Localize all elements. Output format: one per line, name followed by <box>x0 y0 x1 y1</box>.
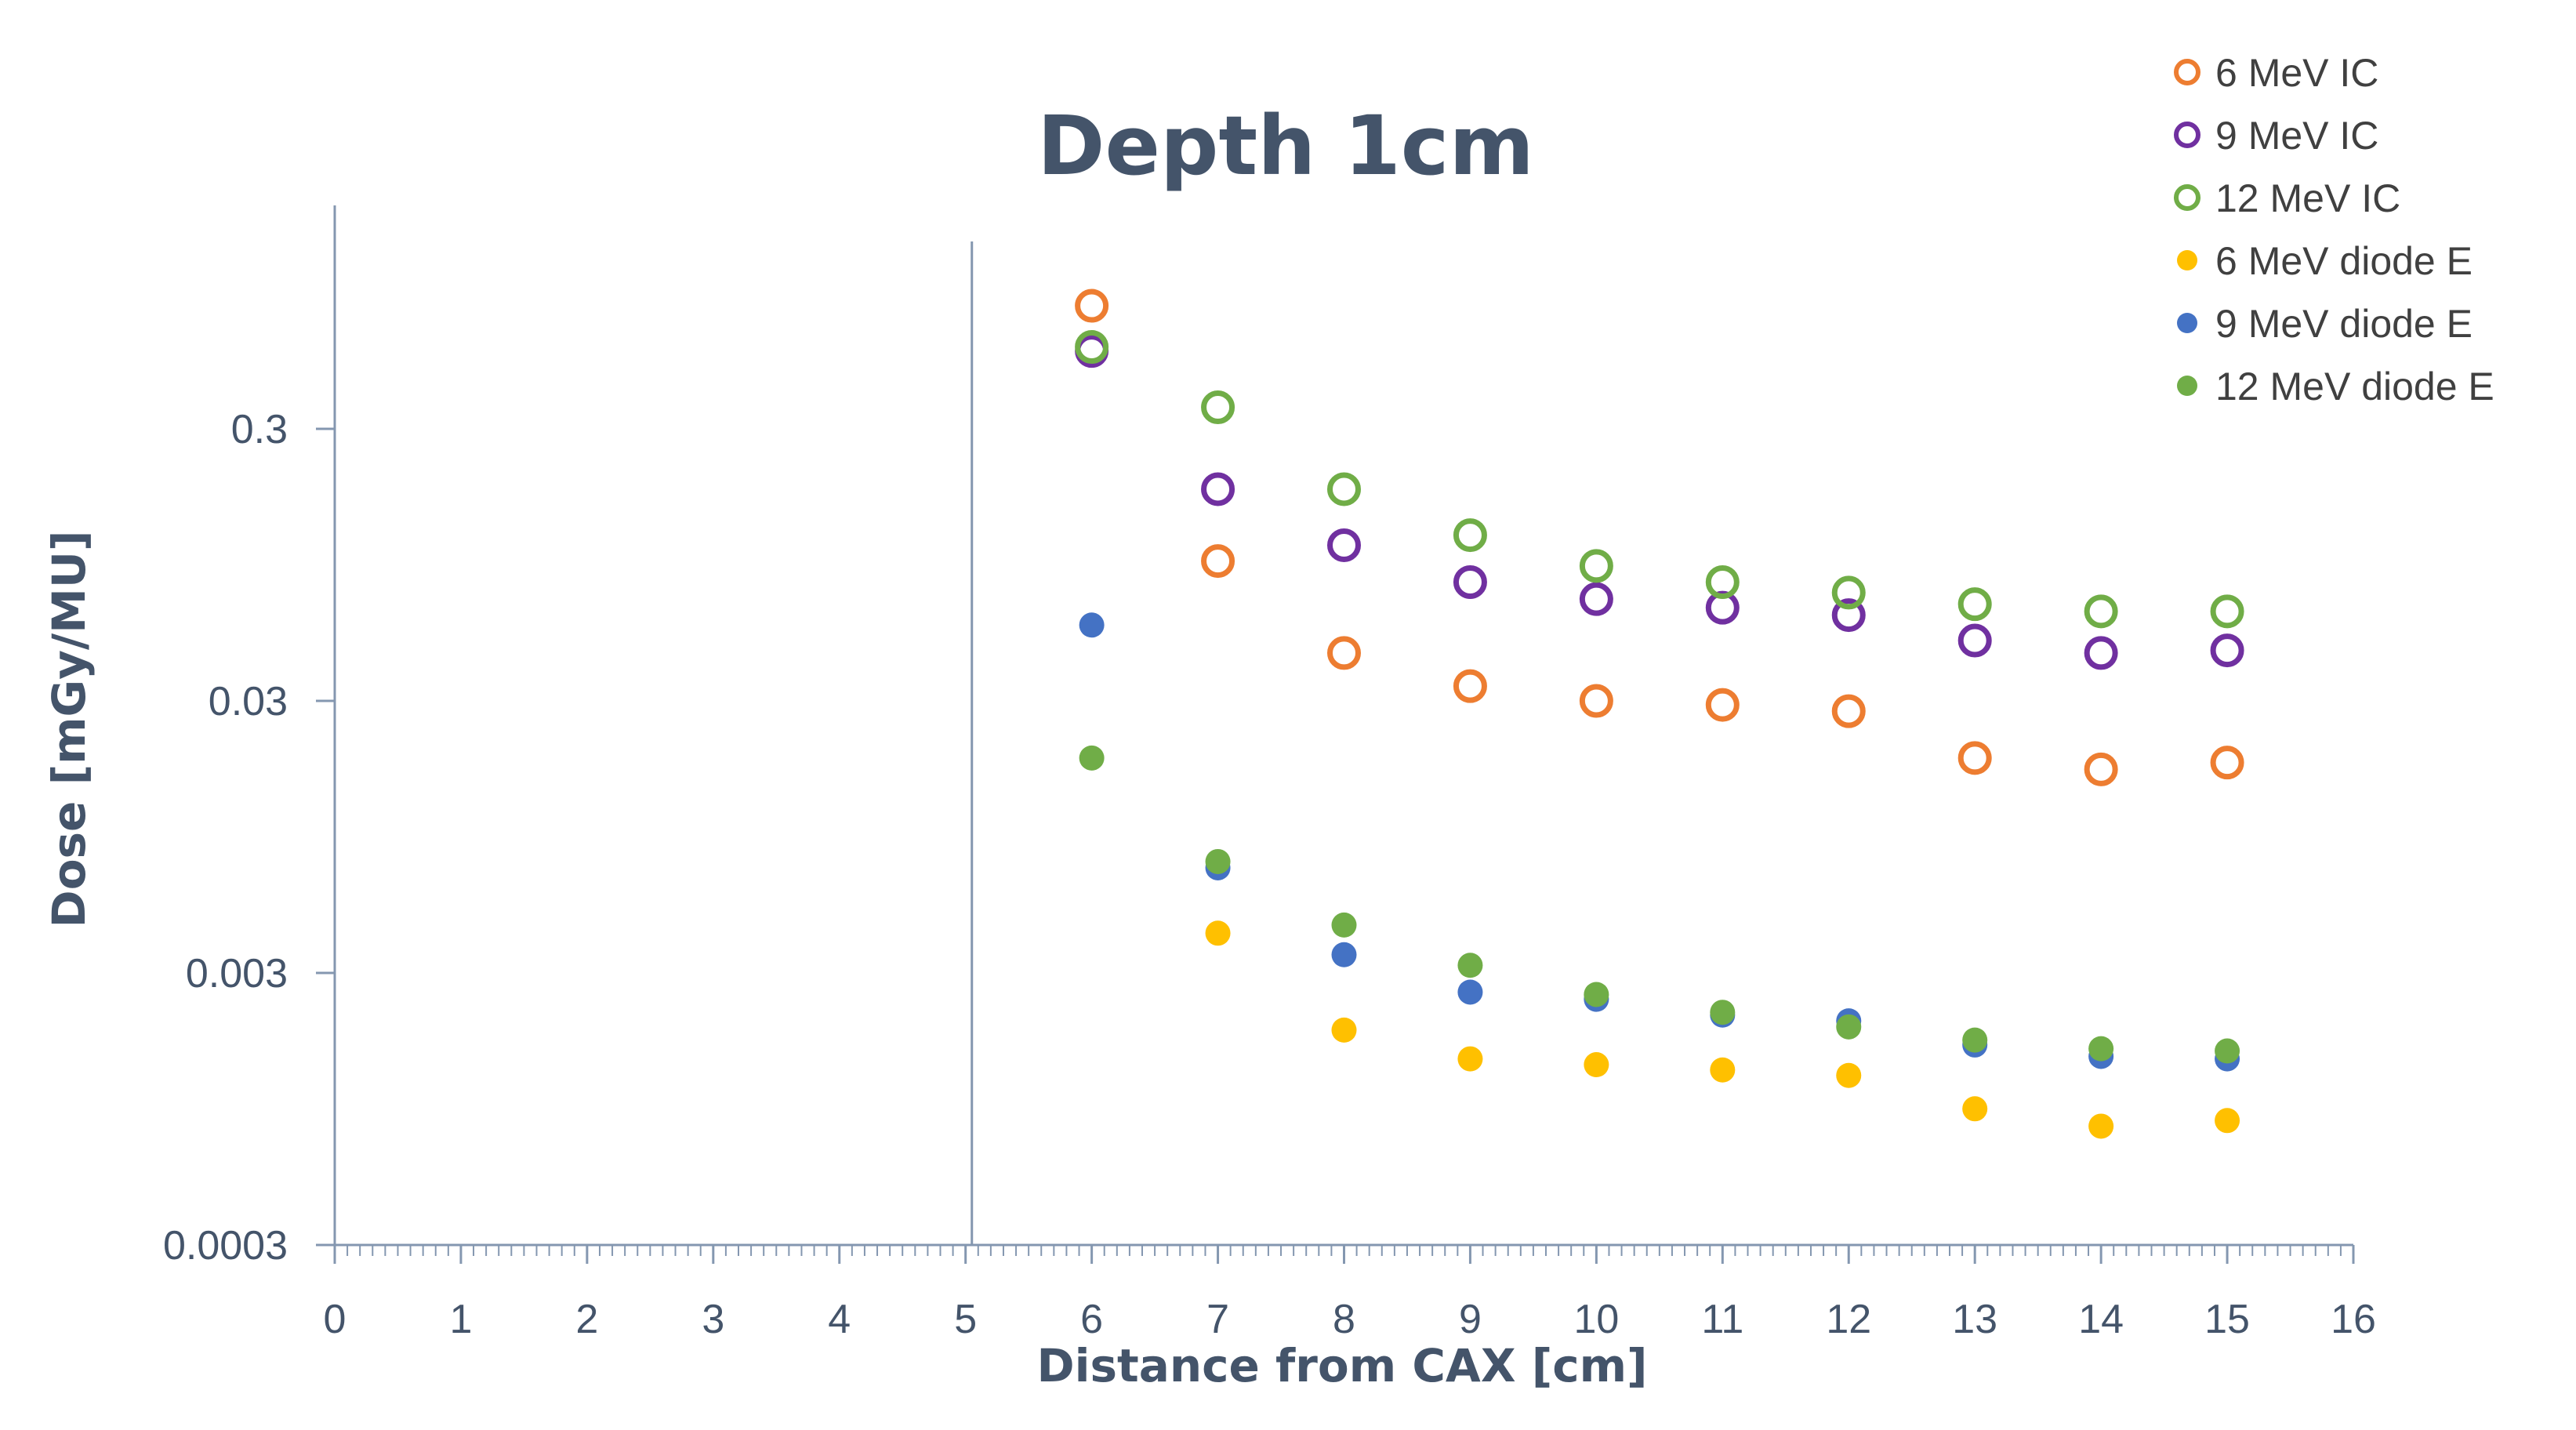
x-tick-label: 7 <box>1206 1297 1229 1342</box>
data-point <box>1327 636 1361 670</box>
data-point <box>1075 289 1109 323</box>
legend-label: 6 MeV diode E <box>2215 239 2473 283</box>
axes <box>333 205 2355 1264</box>
data-point <box>1205 920 1231 946</box>
y-axis-label: Dose [mGy/MU] <box>42 531 96 928</box>
legend-marker <box>2177 250 2197 270</box>
data-point <box>1962 1027 1988 1053</box>
x-tick-label: 6 <box>1080 1297 1103 1342</box>
legend-marker <box>2174 59 2200 85</box>
x-tick-label: 2 <box>575 1297 598 1342</box>
data-point <box>2084 752 2118 786</box>
x-tick-label: 8 <box>1333 1297 1355 1342</box>
data-point <box>2084 636 2118 670</box>
data-point <box>1327 472 1361 506</box>
data-point <box>1205 848 1231 874</box>
data-point <box>1457 979 1483 1005</box>
x-tick-label: 11 <box>1701 1297 1743 1342</box>
data-point <box>1836 1014 1862 1040</box>
data-point <box>1957 741 1992 775</box>
data-point <box>1831 598 1866 633</box>
series-12-mev-diode-e <box>1079 745 2240 1064</box>
data-point <box>2210 594 2244 629</box>
data-point <box>1457 953 1483 978</box>
legend-label: 9 MeV IC <box>2215 114 2378 158</box>
legend-marker <box>2177 376 2197 396</box>
x-tick-label: 5 <box>954 1297 977 1342</box>
x-tick-label: 0 <box>324 1297 346 1342</box>
legend-label: 9 MeV diode E <box>2215 302 2473 346</box>
legend: 6 MeV IC 9 MeV IC 12 MeV IC 6 MeV diode E 9 … <box>2174 51 2494 408</box>
x-tick-label: 3 <box>702 1297 724 1342</box>
data-point <box>1831 575 1866 610</box>
legend-label: 12 MeV diode E <box>2215 365 2494 408</box>
data-point <box>1079 612 1105 638</box>
legend-label: 6 MeV IC <box>2215 51 2378 95</box>
y-tick-label: 0.3 <box>231 407 288 452</box>
data-point <box>1201 472 1235 506</box>
y-axis-ticks: 0.0003 0.003 0.03 0.3 <box>163 407 335 1268</box>
data-point <box>2088 1036 2114 1062</box>
data-point <box>1710 1000 1736 1025</box>
data-point <box>1331 912 1357 938</box>
data-point <box>1331 1017 1357 1043</box>
data-point <box>1705 564 1740 599</box>
data-point <box>1331 942 1357 967</box>
data-point <box>2088 1113 2114 1139</box>
x-tick-label: 16 <box>2331 1297 2376 1342</box>
y-tick-label: 0.03 <box>209 679 288 724</box>
data-point <box>1453 669 1487 703</box>
data-point <box>1710 1057 1736 1083</box>
data-point <box>1584 1052 1609 1078</box>
data-point <box>2215 1038 2240 1064</box>
y-tick-label: 0.0003 <box>163 1223 288 1268</box>
data-point <box>1579 549 1613 583</box>
data-point <box>2210 633 2244 668</box>
x-tick-label: 14 <box>2078 1297 2124 1342</box>
data-point <box>1579 684 1613 718</box>
data-point <box>1079 745 1105 771</box>
data-point <box>2215 1108 2240 1134</box>
data-point <box>1962 1096 1988 1122</box>
legend-marker <box>2177 313 2197 333</box>
data-points <box>1075 289 2244 1139</box>
x-tick-label: 13 <box>1952 1297 1997 1342</box>
data-point <box>2084 594 2118 629</box>
data-point <box>1453 564 1487 599</box>
data-point <box>1705 688 1740 722</box>
data-point <box>1836 1062 1862 1088</box>
series-12-mev-ic <box>1075 330 2244 629</box>
x-tick-label: 9 <box>1459 1297 1482 1342</box>
legend-marker <box>2174 184 2200 211</box>
data-point <box>1075 330 1109 365</box>
data-point <box>1327 528 1361 562</box>
data-point <box>1584 982 1609 1007</box>
x-tick-label: 10 <box>1573 1297 1619 1342</box>
data-point <box>1579 582 1613 616</box>
chart-title: Depth 1cm <box>1037 98 1534 194</box>
data-point <box>1831 694 1866 728</box>
data-point <box>1201 544 1235 579</box>
data-point <box>1201 390 1235 425</box>
series-9-mev-ic <box>1075 334 2244 670</box>
x-axis-ticks: 0 1 2 3 4 5 6 7 8 9 10 11 12 13 14 15 16 <box>324 1297 2376 1342</box>
series-6-mev-ic <box>1075 289 2244 786</box>
data-point <box>1957 623 1992 658</box>
y-tick-label: 0.003 <box>186 951 288 996</box>
legend-label: 12 MeV IC <box>2215 176 2400 220</box>
data-point <box>1957 587 1992 622</box>
x-tick-label: 15 <box>2204 1297 2250 1342</box>
x-tick-label: 4 <box>828 1297 851 1342</box>
data-point <box>2210 746 2244 780</box>
series-6-mev-diode-e <box>1205 920 2240 1139</box>
data-point <box>1457 1046 1483 1072</box>
x-axis-label: Distance from CAX [cm] <box>1036 1339 1647 1392</box>
data-point <box>1453 518 1487 553</box>
x-tick-label: 1 <box>449 1297 472 1342</box>
x-tick-label: 12 <box>1826 1297 1871 1342</box>
legend-marker <box>2174 122 2200 148</box>
